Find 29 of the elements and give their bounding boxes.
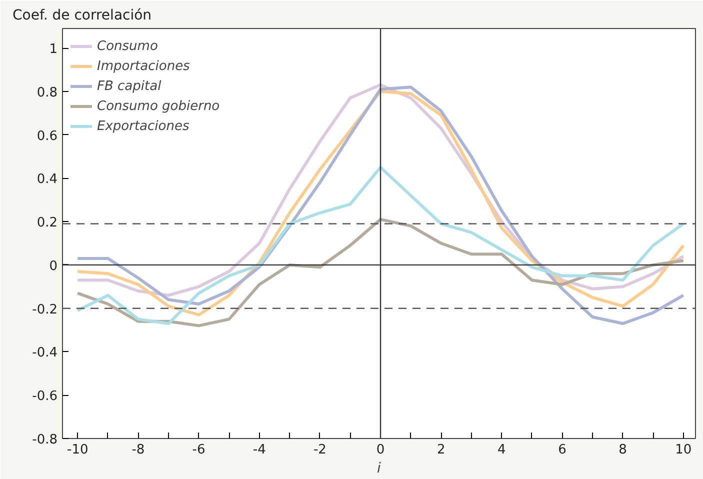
- y-tick-label: -0.6: [32, 389, 58, 404]
- y-axis-title: Coef. de correlación: [12, 8, 152, 24]
- y-tick-label: 0: [49, 258, 58, 274]
- y-tick-label: 1: [49, 42, 58, 58]
- x-axis-title: i: [377, 460, 382, 476]
- x-tick-label: -10: [67, 442, 88, 458]
- x-tick-label: 4: [498, 442, 506, 458]
- y-tick-label: 0.6: [36, 128, 58, 144]
- x-tick-label: 10: [675, 442, 692, 458]
- y-tick-label: -0.8: [32, 432, 58, 448]
- x-tick-label: 8: [618, 442, 627, 458]
- legend-label: FB capital: [97, 78, 162, 94]
- x-tick-label: 0: [376, 442, 385, 458]
- x-tick-label: -2: [313, 442, 326, 458]
- y-tick-label: -0.4: [32, 346, 58, 361]
- y-tick-label: -0.2: [32, 302, 58, 318]
- x-tick-label: -8: [132, 442, 145, 458]
- legend-label: Consumo: [97, 38, 158, 54]
- legend-label: Importaciones: [97, 58, 190, 74]
- legend-label: Exportaciones: [97, 118, 190, 134]
- x-tick-label: 6: [558, 442, 566, 458]
- x-tick-label: -4: [252, 442, 266, 458]
- y-tick-label: 0.8: [36, 85, 58, 100]
- y-tick-label: 0.4: [36, 172, 58, 188]
- x-tick-label: 2: [436, 442, 446, 458]
- x-tick-label: -6: [192, 442, 206, 458]
- y-tick-label: 0.2: [36, 216, 58, 231]
- line-series: [76, 166, 685, 326]
- legend-label: Consumo gobierno: [97, 98, 220, 114]
